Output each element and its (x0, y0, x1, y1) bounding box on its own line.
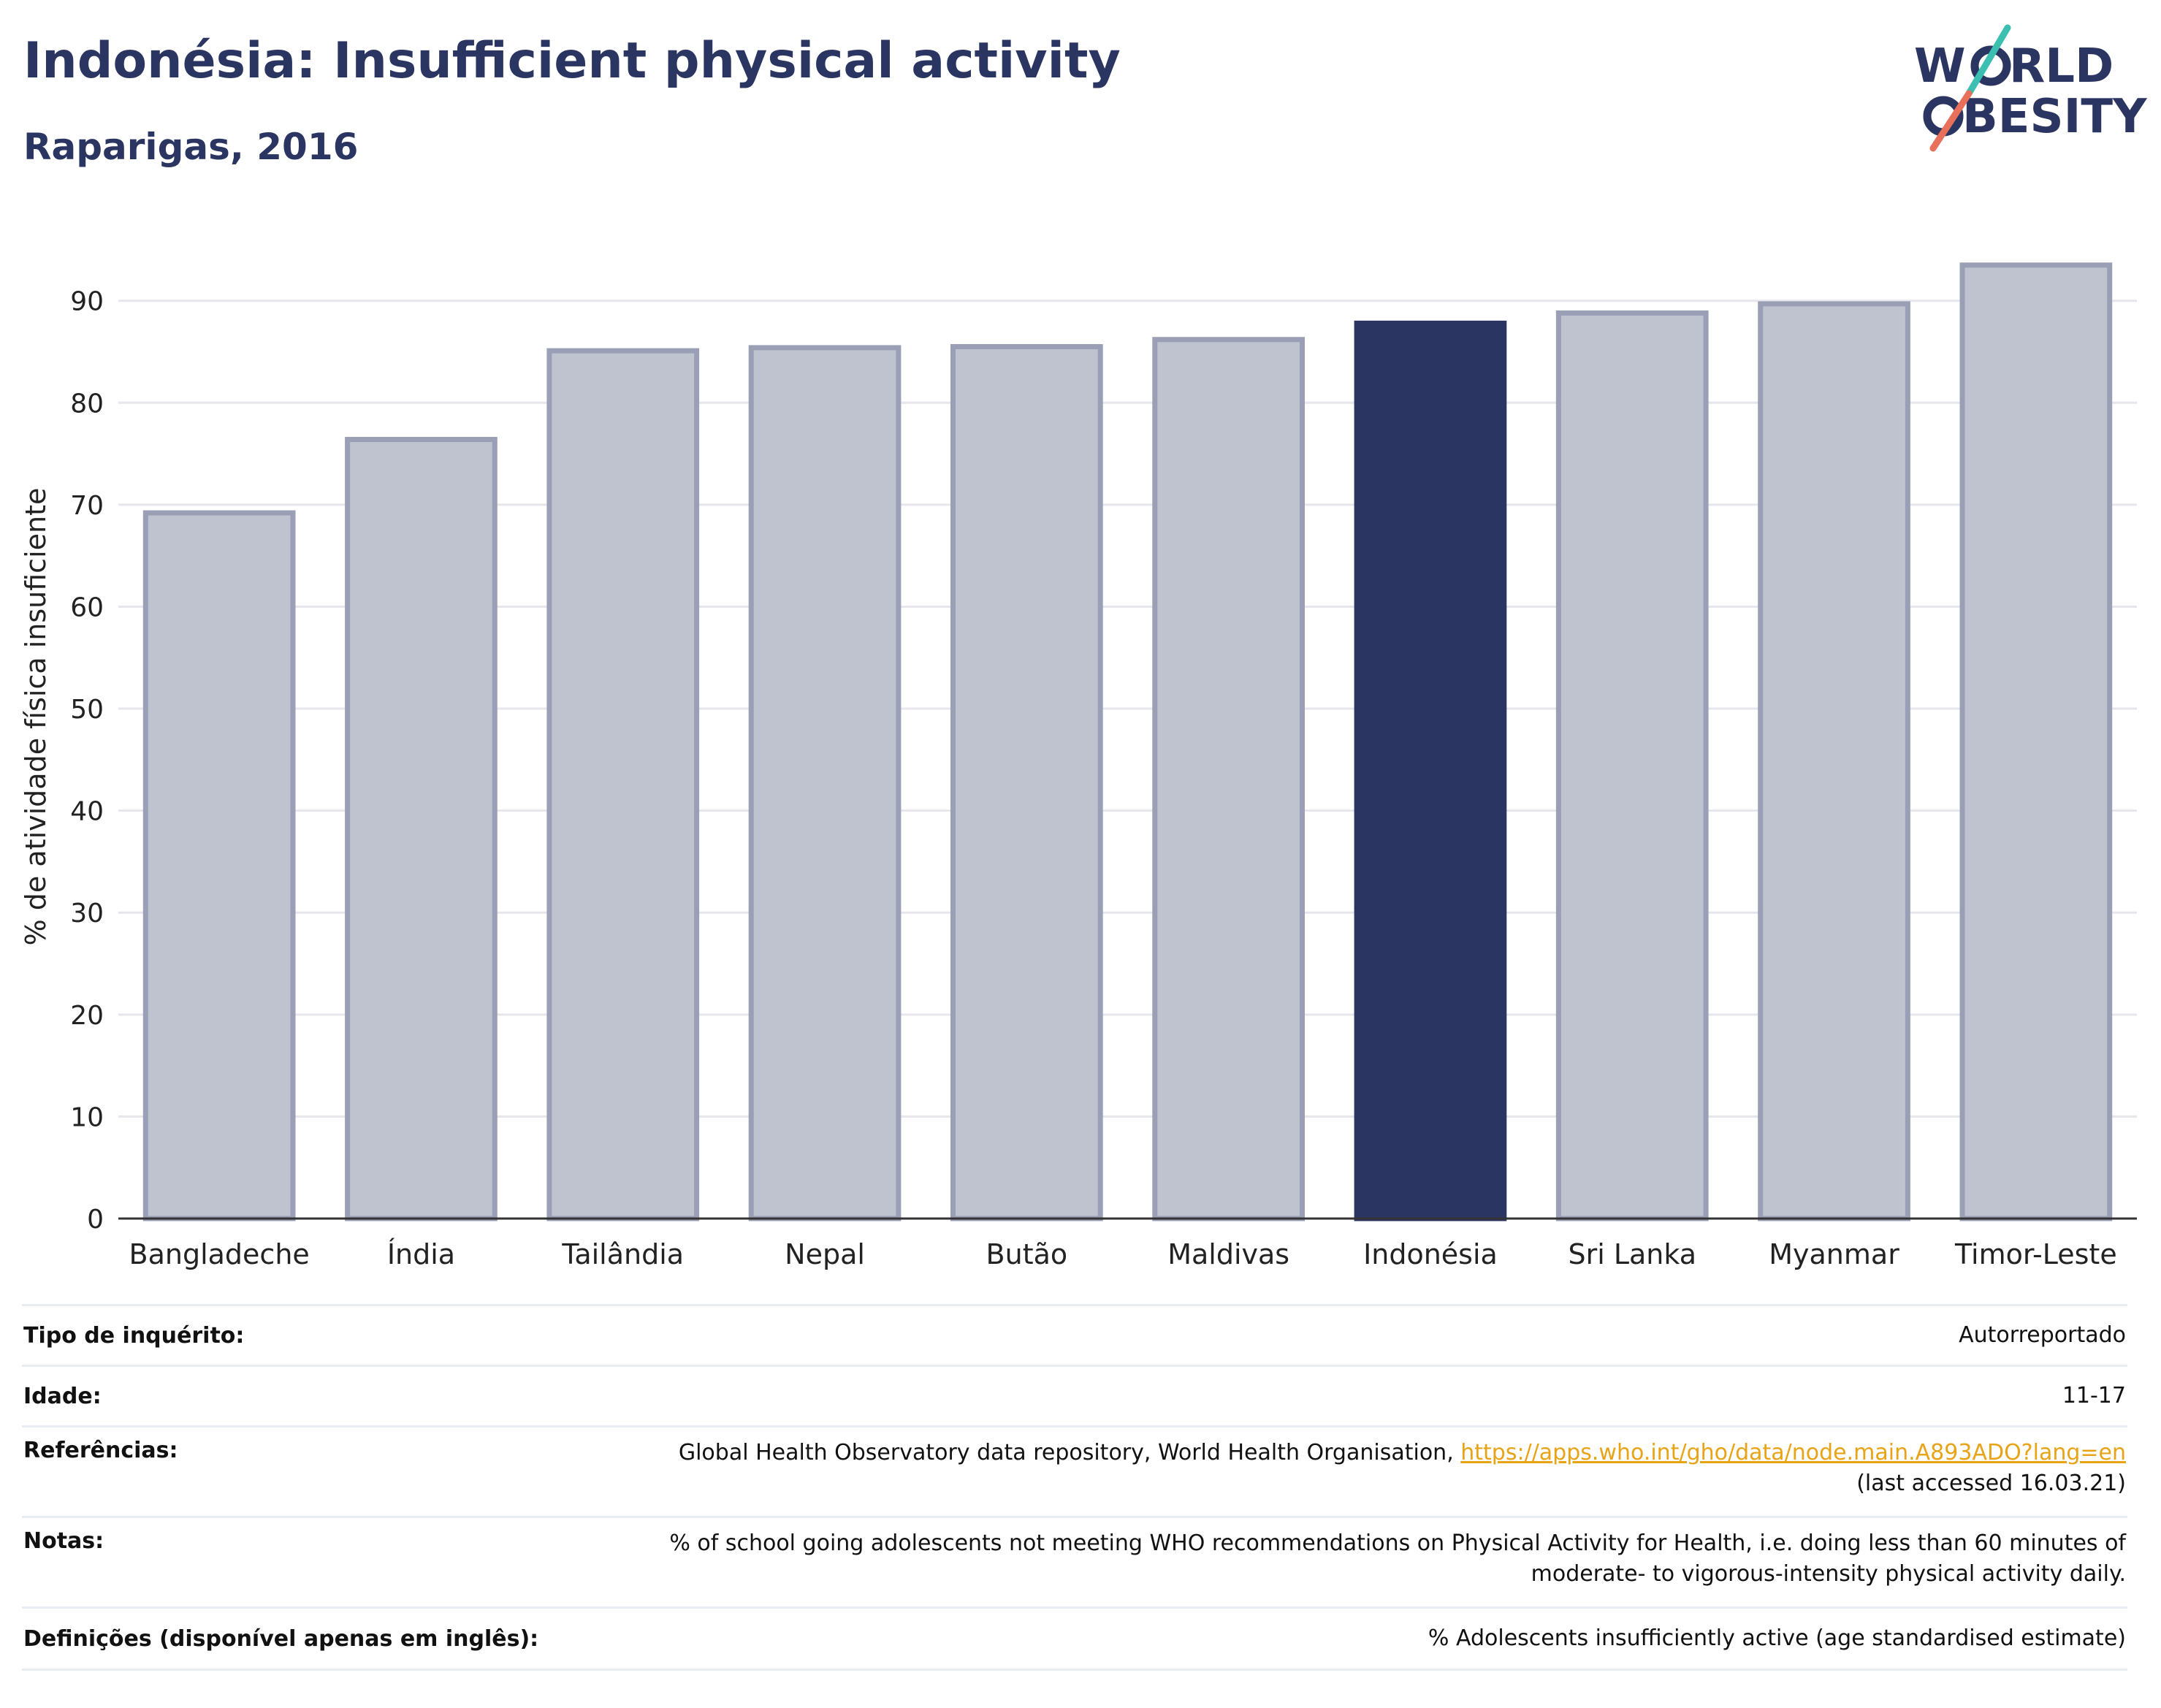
meta-row-notes: Notas: % of school going adolescents not… (22, 1516, 2127, 1606)
bars (142, 262, 2113, 1221)
notes-line-1: % of school going adolescents not meetin… (669, 1530, 2126, 1556)
bar-tail-ndia (546, 348, 700, 1221)
y-axis-ticks: 0 10 20 30 40 50 60 70 80 90 (70, 287, 104, 1235)
y-axis-label: % de atividade física insuficiente (20, 488, 52, 946)
age-value: 11-17 (2062, 1383, 2126, 1408)
y-tick-label: 0 (87, 1205, 104, 1235)
references-link[interactable]: https://apps.who.int/gho/data/node.main.… (1460, 1440, 2126, 1465)
meta-row-definitions: Definições (disponível apenas em inglês)… (22, 1606, 2127, 1671)
bar-chart: 0 10 20 30 40 50 60 70 80 90 Bangladeche Índia Tail… (20, 262, 2137, 1270)
survey-type-label: Tipo de inquérito: (23, 1322, 245, 1349)
bar-but-o (950, 344, 1103, 1221)
references-label: Referências: (23, 1438, 178, 1463)
references-accessed: (last accessed 16.03.21) (1856, 1471, 2126, 1496)
notes-value: % of school going adolescents not meetin… (669, 1528, 2126, 1590)
references-text: Global Health Observatory data repositor… (678, 1440, 1461, 1465)
bar-indon-sia (1354, 320, 1507, 1221)
x-axis-categories: Bangladeche Índia Tailândia Nepal Butão Maldi… (129, 1238, 2117, 1270)
x-category-label: Myanmar (1769, 1238, 1899, 1270)
bar-maldivas (1152, 337, 1305, 1221)
svg-text:BESITY: BESITY (1962, 90, 2147, 144)
y-tick-label: 80 (70, 389, 104, 419)
x-category-label: Indonésia (1363, 1238, 1498, 1270)
notes-label: Notas: (23, 1528, 104, 1554)
bar-myanmar (1758, 301, 1910, 1221)
svg-text:RLD: RLD (2009, 39, 2114, 94)
y-tick-label: 90 (70, 287, 104, 317)
bar-nepal (748, 345, 902, 1221)
world-obesity-logo: W RLD BESITY (1914, 24, 2147, 152)
y-tick-label: 50 (70, 695, 104, 725)
age-label: Idade: (23, 1383, 102, 1409)
meta-row-survey: Tipo de inquérito: Autorreportado (22, 1304, 2127, 1365)
survey-type-value: Autorreportado (1959, 1322, 2126, 1348)
chart-title: Indonésia: Insufficient physical activit… (23, 32, 1121, 90)
x-category-label: Tailândia (561, 1238, 684, 1270)
x-category-label: Sri Lanka (1568, 1238, 1696, 1270)
y-tick-label: 70 (70, 491, 104, 521)
x-category-label: Butão (986, 1238, 1068, 1270)
x-category-label: Nepal (785, 1238, 865, 1270)
bar-sri-lanka (1555, 310, 1709, 1221)
x-category-label: Timor-Leste (1954, 1238, 2117, 1270)
bar-timor-leste (1959, 262, 2113, 1221)
definitions-value: % Adolescents insufficiently active (age… (1428, 1625, 2126, 1651)
meta-row-age: Idade: 11-17 (22, 1365, 2127, 1425)
y-tick-label: 30 (70, 899, 104, 929)
definitions-label: Definições (disponível apenas em inglês)… (23, 1625, 539, 1652)
x-category-label: Maldivas (1167, 1238, 1289, 1270)
meta-row-references: Referências: Global Health Observatory d… (22, 1425, 2127, 1516)
y-tick-label: 60 (70, 592, 104, 622)
y-tick-label: 20 (70, 1001, 104, 1031)
svg-text:W: W (1914, 39, 1966, 94)
bar--ndia (345, 437, 498, 1221)
bar-bangladeche (142, 510, 296, 1221)
y-tick-label: 10 (70, 1102, 104, 1132)
references-value: Global Health Observatory data repositor… (679, 1438, 2126, 1499)
notes-line-2: moderate- to vigorous-intensity physical… (1531, 1561, 2126, 1587)
x-category-label: Índia (387, 1238, 455, 1270)
metadata-table: Tipo de inquérito: Autorreportado Idade:… (22, 1304, 2127, 1671)
x-category-label: Bangladeche (129, 1238, 310, 1270)
chart-subtitle: Raparigas, 2016 (23, 126, 359, 168)
y-tick-label: 40 (70, 797, 104, 827)
